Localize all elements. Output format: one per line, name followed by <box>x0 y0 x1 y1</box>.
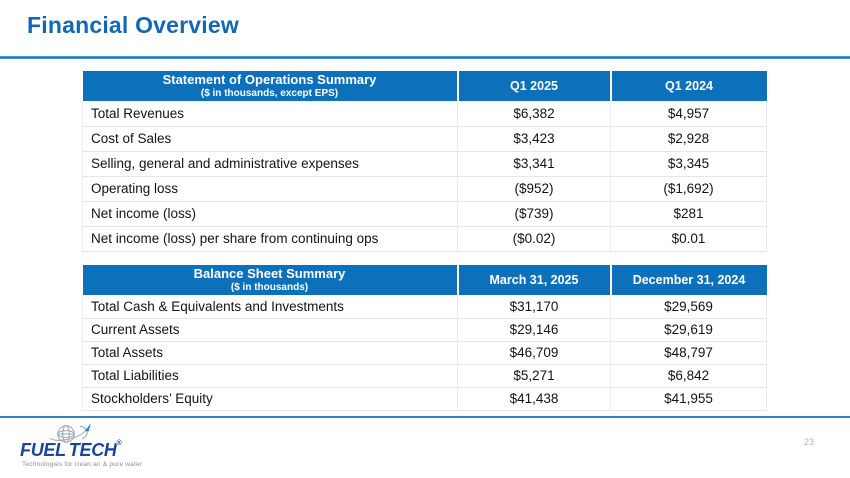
table-subtitle: ($ in thousands) <box>230 281 309 293</box>
fueltech-wordmark: FUEL TECH® <box>20 440 122 460</box>
table-row: Total Revenues $6,382 $4,957 <box>82 101 767 127</box>
row-value: $48,797 <box>610 341 767 365</box>
column-header-q1-2025: Q1 2025 <box>456 71 611 102</box>
row-value: $0.01 <box>610 226 767 252</box>
row-label: Current Assets <box>82 318 458 342</box>
row-label: Selling, general and administrative expe… <box>82 151 458 177</box>
table-title-cell: Balance Sheet Summary ($ in thousands) <box>82 265 458 296</box>
table-row: Total Liabilities $5,271 $6,842 <box>82 364 767 388</box>
row-value: $29,146 <box>457 318 611 342</box>
row-value: $6,382 <box>457 101 611 127</box>
row-label: Stockholders’ Equity <box>82 387 458 411</box>
row-value: $46,709 <box>457 341 611 365</box>
page-title: Financial Overview <box>27 12 239 38</box>
row-value: $41,955 <box>610 387 767 411</box>
row-label: Net income (loss) <box>82 201 458 227</box>
row-label: Cost of Sales <box>82 126 458 152</box>
table-row: Total Assets $46,709 $48,797 <box>82 341 767 365</box>
table-row: Current Assets $29,146 $29,619 <box>82 318 767 342</box>
row-value: $3,341 <box>457 151 611 177</box>
table-row: Net income (loss) per share from continu… <box>82 226 767 252</box>
page-number: 23 <box>804 437 815 447</box>
row-value: $2,928 <box>610 126 767 152</box>
table-subtitle: ($ in thousands, except EPS) <box>200 87 339 99</box>
row-value: $6,842 <box>610 364 767 388</box>
row-label: Total Revenues <box>82 101 458 127</box>
row-value: $29,569 <box>610 295 767 319</box>
title-divider-line <box>0 56 850 59</box>
table-title: Balance Sheet Summary <box>193 266 346 281</box>
row-value: $29,619 <box>610 318 767 342</box>
row-label: Operating loss <box>82 176 458 202</box>
balance-sheet-table: Balance Sheet Summary ($ in thousands) M… <box>82 265 767 411</box>
table-header-row: Balance Sheet Summary ($ in thousands) M… <box>82 265 767 296</box>
row-value: $4,957 <box>610 101 767 127</box>
fueltech-logo: FUEL TECH® Technologies for clean air & p… <box>20 422 170 472</box>
row-label: Total Assets <box>82 341 458 365</box>
globe-orbit-icon <box>49 423 91 443</box>
table-row: Stockholders’ Equity $41,438 $41,955 <box>82 387 767 411</box>
row-value: $3,345 <box>610 151 767 177</box>
table-title: Statement of Operations Summary <box>162 72 377 87</box>
statement-of-operations-table: Statement of Operations Summary ($ in th… <box>82 71 767 252</box>
row-label: Total Liabilities <box>82 364 458 388</box>
row-value: ($952) <box>457 176 611 202</box>
row-value: $281 <box>610 201 767 227</box>
table-row: Net income (loss) ($739) $281 <box>82 201 767 227</box>
table-title-cell: Statement of Operations Summary ($ in th… <box>82 71 458 102</box>
row-value: ($1,692) <box>610 176 767 202</box>
footer-divider-line <box>0 416 850 418</box>
table-header-row: Statement of Operations Summary ($ in th… <box>82 71 767 102</box>
column-header-december-31-2024: December 31, 2024 <box>609 265 767 296</box>
row-value: $41,438 <box>457 387 611 411</box>
logo-tagline: Technologies for clean air & pure water <box>22 461 143 468</box>
column-header-march-31-2025: March 31, 2025 <box>456 265 611 296</box>
table-row: Total Cash & Equivalents and Investments… <box>82 295 767 319</box>
table-row: Selling, general and administrative expe… <box>82 151 767 177</box>
row-value: ($739) <box>457 201 611 227</box>
row-value: $31,170 <box>457 295 611 319</box>
table-row: Cost of Sales $3,423 $2,928 <box>82 126 767 152</box>
row-label: Total Cash & Equivalents and Investments <box>82 295 458 319</box>
row-value: ($0.02) <box>457 226 611 252</box>
table-row: Operating loss ($952) ($1,692) <box>82 176 767 202</box>
row-value: $3,423 <box>457 126 611 152</box>
row-label: Net income (loss) per share from continu… <box>82 226 458 252</box>
row-value: $5,271 <box>457 364 611 388</box>
column-header-q1-2024: Q1 2024 <box>609 71 767 102</box>
